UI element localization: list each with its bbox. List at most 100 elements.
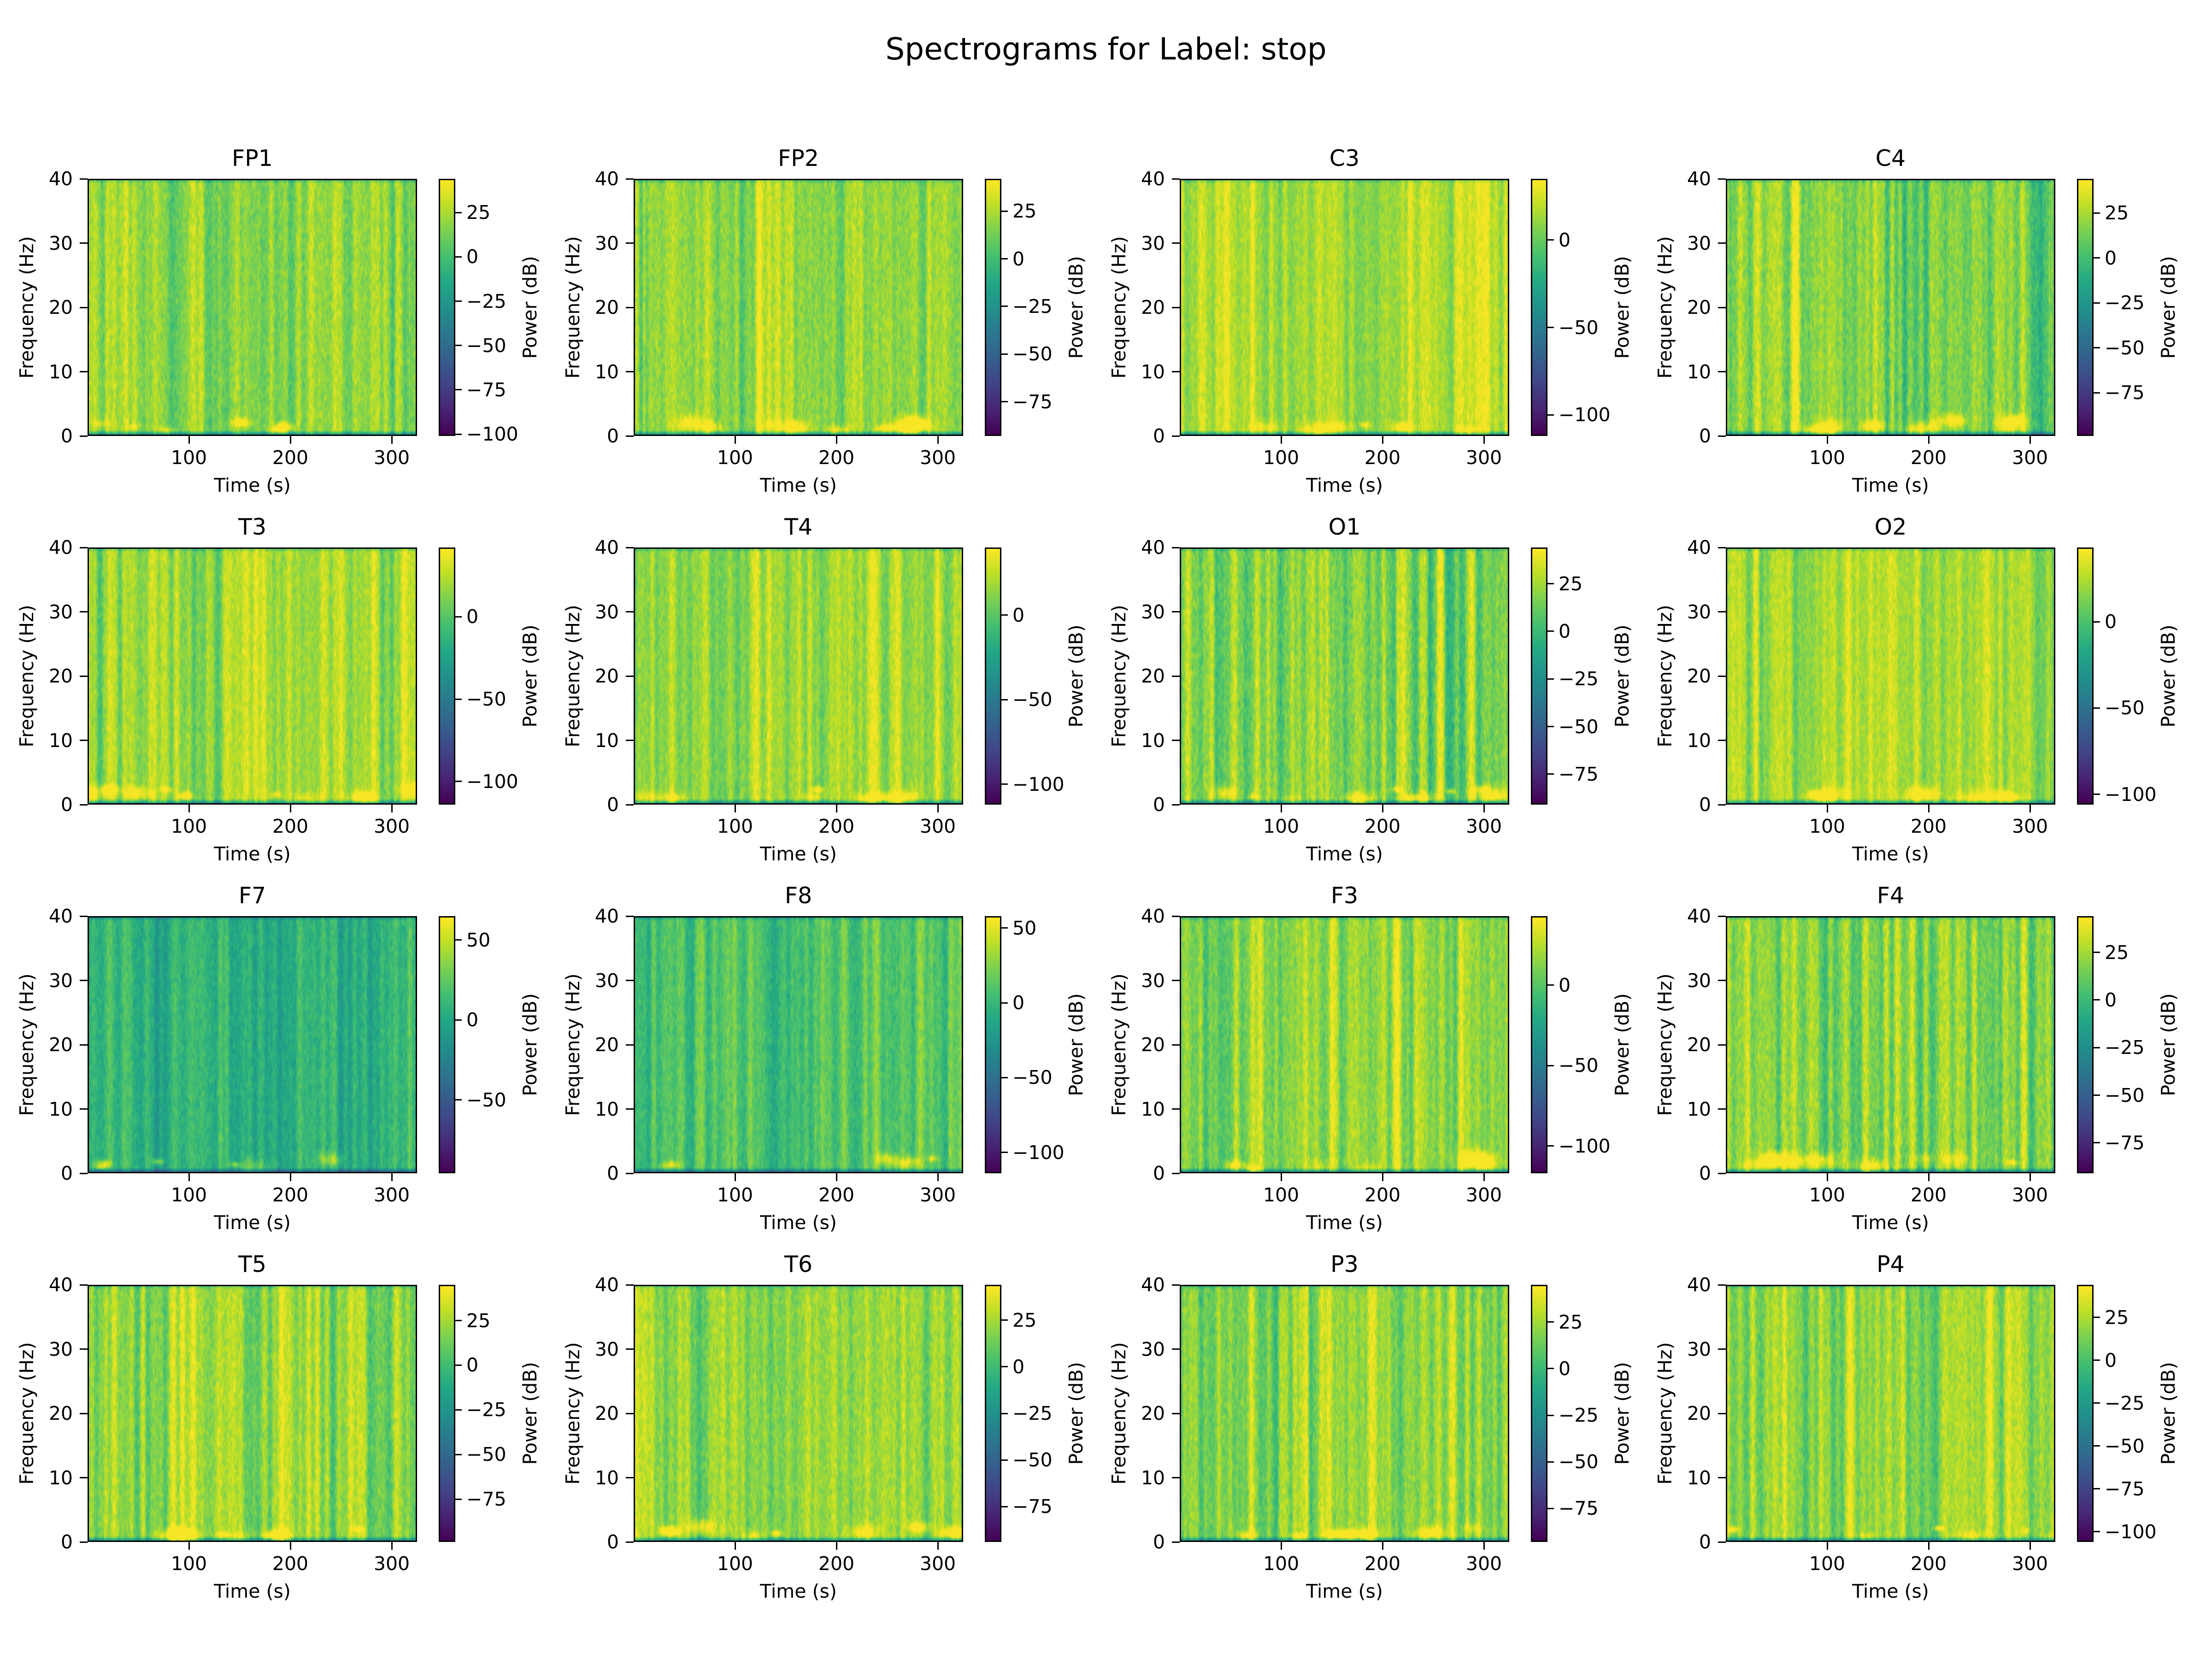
x-tick-label: 100 <box>171 447 207 469</box>
spectrogram-plot <box>88 1285 417 1542</box>
x-tick-mark <box>2029 805 2031 812</box>
subplot-FP2: FP2 Frequency (Hz) Time (s) Power (dB) 0… <box>546 0 1092 495</box>
colorbar-tick-mark <box>1547 1414 1554 1416</box>
x-tick-label: 300 <box>919 815 956 837</box>
colorbar-tick-label: −75 <box>2105 1131 2145 1154</box>
x-tick-label: 100 <box>1263 1553 1300 1575</box>
x-tick-mark <box>188 805 190 812</box>
colorbar-tick-mark <box>1001 783 1008 785</box>
x-tick-mark <box>2029 436 2031 444</box>
x-axis-label: Time (s) <box>760 474 837 496</box>
spectrogram-image <box>1181 1286 1508 1541</box>
spectrogram-plot <box>1726 916 2055 1173</box>
spectrogram-image <box>635 180 962 435</box>
colorbar-tick-mark <box>2094 1047 2100 1048</box>
colorbar <box>985 179 1001 436</box>
y-tick-label: 20 <box>48 1034 73 1056</box>
colorbar-tick-mark <box>1547 583 1554 585</box>
colorbar <box>439 547 455 805</box>
subplot-title: C4 <box>1875 145 1906 171</box>
y-tick-mark <box>80 178 88 180</box>
colorbar-tick-mark <box>2094 999 2100 1001</box>
colorbar-tick-label: −50 <box>466 1088 506 1111</box>
y-tick-mark <box>1172 1108 1180 1110</box>
colorbar-tick-label: 50 <box>1012 917 1037 939</box>
colorbar <box>439 916 455 1173</box>
colorbar-tick-mark <box>2094 1094 2100 1096</box>
colorbar-tick-label: 25 <box>2105 941 2129 964</box>
colorbar-tick-label: 0 <box>1012 247 1025 270</box>
x-tick-label: 300 <box>1465 815 1502 837</box>
colorbar-tick-mark <box>2094 302 2100 304</box>
x-tick-label: 100 <box>717 1184 753 1206</box>
x-tick-mark <box>1483 805 1485 812</box>
y-tick-label: 10 <box>1141 1466 1165 1489</box>
y-tick-label: 40 <box>1141 1274 1165 1296</box>
y-tick-mark <box>1172 306 1180 308</box>
x-axis-label: Time (s) <box>214 843 291 865</box>
colorbar-tick-mark <box>1001 1412 1008 1414</box>
colorbar-tick-label: −25 <box>1559 668 1599 690</box>
y-tick-mark <box>1718 1477 1726 1478</box>
y-tick-mark <box>626 1044 634 1046</box>
y-tick-mark <box>1172 1284 1180 1286</box>
colorbar-tick-mark <box>455 433 462 435</box>
x-tick-label: 300 <box>919 1553 956 1575</box>
spectrogram-plot <box>88 916 417 1173</box>
y-tick-label: 0 <box>1699 1531 1711 1553</box>
colorbar-tick-label: −25 <box>2105 1392 2145 1414</box>
y-tick-label: 30 <box>594 969 619 992</box>
x-tick-label: 300 <box>2012 1553 2048 1575</box>
y-tick-label: 20 <box>594 296 619 318</box>
colorbar-tick-mark <box>1547 1065 1554 1066</box>
colorbar-label: Power (dB) <box>519 993 541 1096</box>
y-tick-mark <box>626 371 634 372</box>
colorbar-tick-mark <box>1001 353 1008 355</box>
colorbar <box>2077 547 2094 805</box>
colorbar-tick-label: 0 <box>1559 1357 1571 1380</box>
colorbar-tick-mark <box>2094 707 2100 709</box>
x-tick-mark <box>2029 1173 2031 1181</box>
y-tick-mark <box>1718 242 1726 244</box>
y-tick-mark <box>1718 1348 1726 1350</box>
colorbar-tick-mark <box>455 1364 462 1366</box>
y-tick-mark <box>1718 435 1726 437</box>
y-tick-mark <box>1718 1541 1726 1543</box>
y-tick-label: 20 <box>48 665 73 687</box>
y-tick-label: 30 <box>1141 232 1165 254</box>
subplot-title: F4 <box>1877 882 1905 909</box>
y-tick-label: 10 <box>1141 1098 1165 1120</box>
y-tick-mark <box>1172 980 1180 981</box>
y-tick-label: 40 <box>1687 168 1711 190</box>
colorbar-tick-label: −100 <box>1559 1135 1611 1157</box>
spectrogram-image <box>1181 549 1508 803</box>
colorbar <box>2077 916 2094 1173</box>
y-tick-mark <box>1718 371 1726 372</box>
spectrogram-image <box>89 180 416 435</box>
colorbar-tick-mark <box>1001 1077 1008 1078</box>
subplot-title: T5 <box>238 1251 267 1277</box>
y-tick-label: 30 <box>1141 1338 1165 1360</box>
subplot-FP1: FP1 Frequency (Hz) Time (s) Power (dB) 0… <box>0 0 546 495</box>
y-tick-mark <box>626 611 634 612</box>
colorbar-tick-label: 25 <box>2105 1306 2129 1329</box>
colorbar-tick-label: −50 <box>1559 1451 1599 1473</box>
y-tick-label: 10 <box>1687 1098 1711 1120</box>
x-tick-label: 200 <box>818 815 855 837</box>
y-tick-label: 10 <box>594 1466 619 1489</box>
x-tick-mark <box>1826 436 1828 444</box>
colorbar-tick-mark <box>455 781 462 782</box>
x-tick-label: 100 <box>1809 1553 1846 1575</box>
colorbar-tick-mark <box>2094 621 2100 623</box>
spectrogram-plot <box>1726 179 2055 436</box>
y-tick-mark <box>626 1477 634 1478</box>
x-tick-label: 100 <box>1809 447 1846 469</box>
x-tick-mark <box>1928 1173 1930 1181</box>
colorbar-tick-label: 25 <box>466 201 491 224</box>
x-tick-mark <box>391 1542 393 1550</box>
colorbar-tick-mark <box>1547 239 1554 241</box>
y-tick-label: 30 <box>1687 969 1711 992</box>
